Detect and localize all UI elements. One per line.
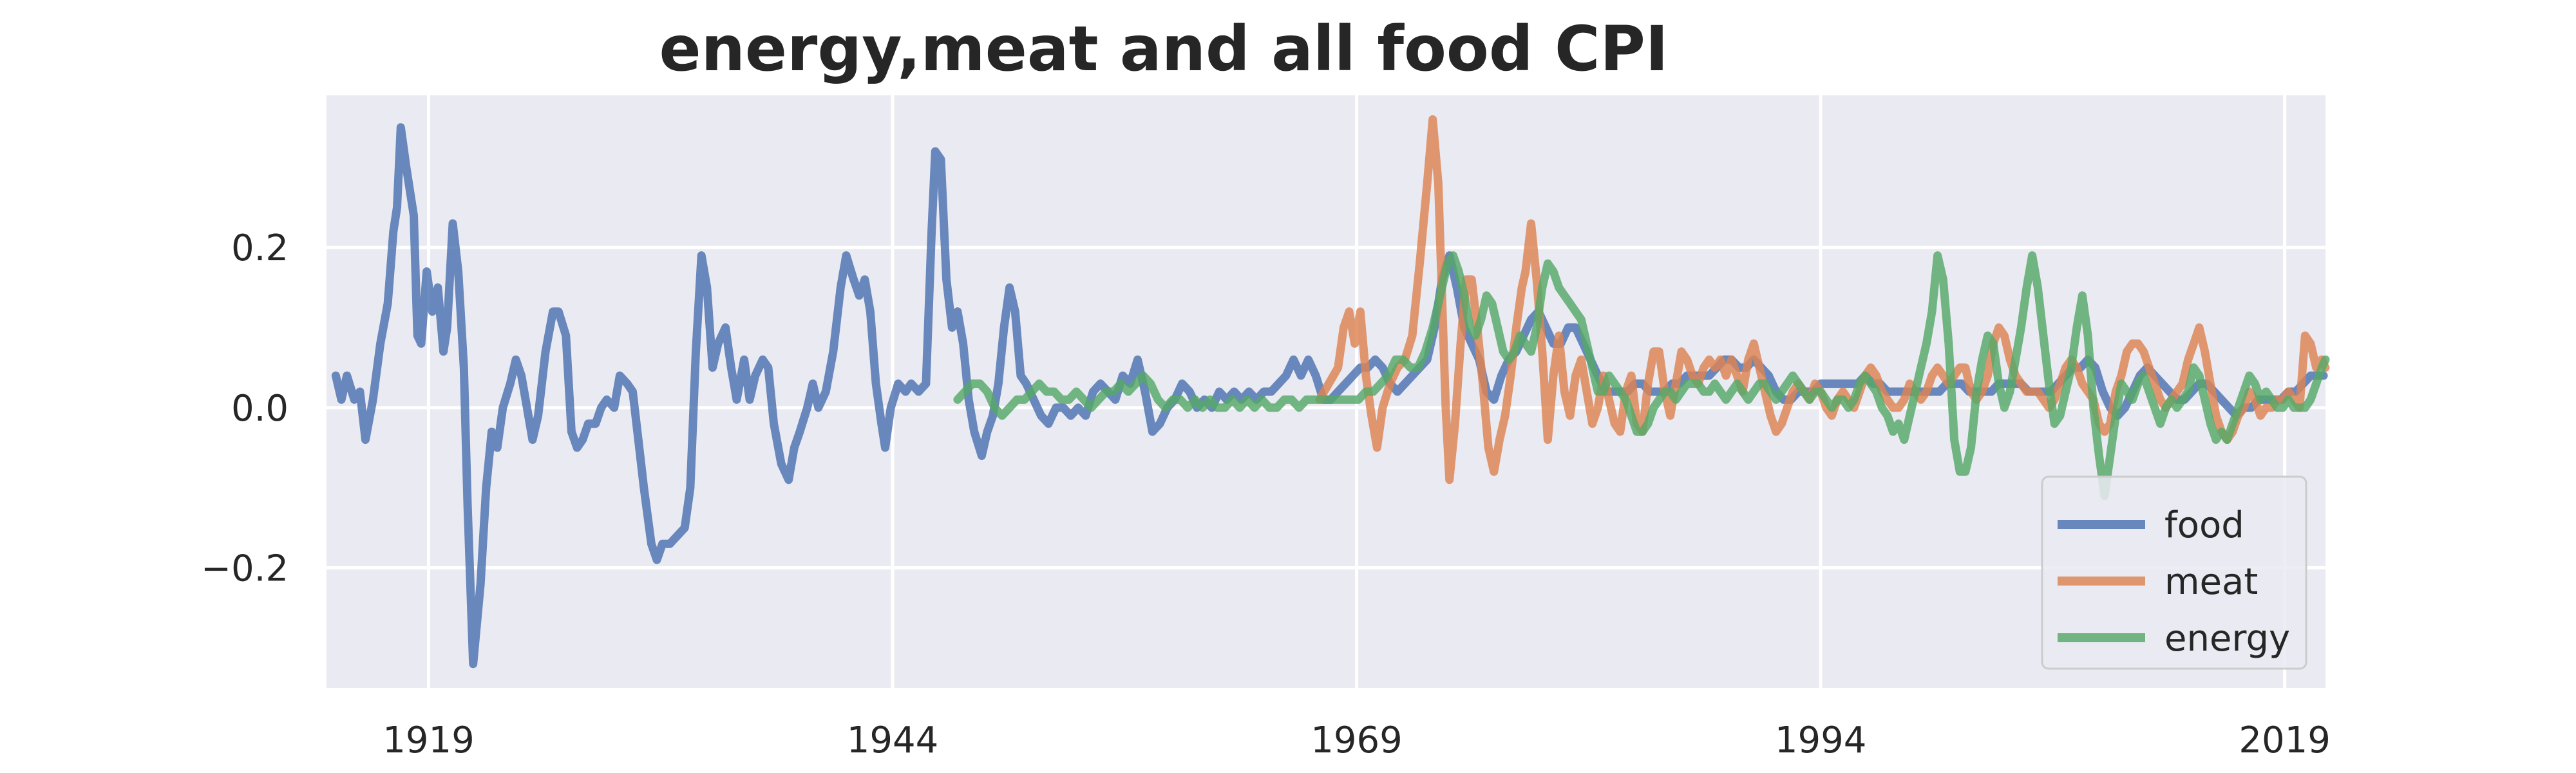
x-tick-label: 1944 xyxy=(847,720,939,761)
series-line-energy xyxy=(953,251,2330,501)
series-line-meat xyxy=(1315,115,2330,484)
legend-label-food: food xyxy=(2164,504,2244,546)
x-axis-ticks: 1919 1944 1969 1994 2019 xyxy=(383,720,2331,761)
y-tick-label: −0.2 xyxy=(201,548,289,590)
series-lines xyxy=(331,115,2330,669)
legend: food meat energy xyxy=(2041,475,2307,670)
legend-label-meat: meat xyxy=(2164,561,2258,603)
x-tick-label: 2019 xyxy=(2239,720,2331,761)
x-tick-label: 1994 xyxy=(1775,720,1867,761)
x-tick-label: 1919 xyxy=(383,720,475,761)
series-line-food xyxy=(331,123,2328,669)
legend-label-energy: energy xyxy=(2164,618,2290,660)
x-tick-label: 1969 xyxy=(1311,720,1403,761)
grid-lines xyxy=(327,95,2325,688)
y-tick-label: 0.0 xyxy=(231,388,289,430)
y-tick-label: 0.2 xyxy=(231,227,289,269)
y-axis-ticks: −0.2 0.0 0.2 xyxy=(201,227,289,589)
chart-title: energy,meat and all food CPI xyxy=(659,13,1669,85)
